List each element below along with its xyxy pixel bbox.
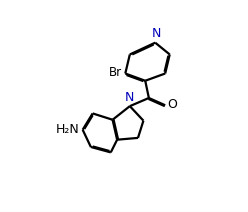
Text: N: N [125, 91, 134, 104]
Text: H₂N: H₂N [55, 123, 79, 136]
Text: O: O [167, 98, 177, 111]
Text: Br: Br [109, 66, 122, 79]
Text: N: N [152, 28, 161, 40]
